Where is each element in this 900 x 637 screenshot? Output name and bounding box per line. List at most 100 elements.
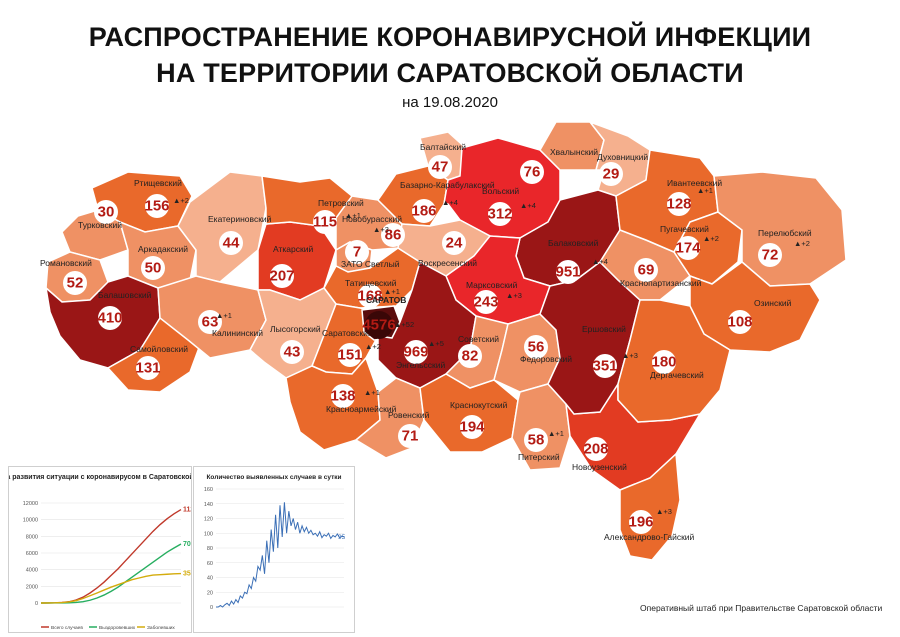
chart1-series-line	[40, 572, 182, 604]
chart2-y-tick: 0	[210, 605, 213, 611]
count-marker-khvalynsky	[520, 160, 544, 184]
district-perelyubsky	[713, 171, 847, 287]
name-balashovsky: Балашовский	[98, 290, 152, 300]
count-marker-zato	[345, 240, 369, 264]
count-krasnokutsky: 194	[459, 419, 485, 436]
count-marker-dukhovnitsky	[599, 162, 623, 186]
delta-pugachevsky: ▲+2	[703, 234, 719, 243]
chart1-y-tick: 4000	[26, 568, 38, 574]
name-ivanteevsky: Ивантеевский	[667, 178, 722, 188]
chart1-end-label: 11211	[183, 507, 191, 514]
delta-saratovsky: ▲+2	[365, 342, 381, 351]
count-ozinsky: 108	[727, 314, 752, 331]
name-piterskiy: Питерский	[518, 452, 560, 462]
name-bazarno: Базарно-Карабулакский	[400, 180, 495, 190]
count-marker-baltaysky	[428, 155, 452, 179]
count-petrovsky: 115	[313, 214, 337, 231]
delta-ershovsky: ▲+3	[622, 351, 638, 360]
count-balashovsky: 410	[97, 310, 122, 327]
delta-petrovsky: ▲+1	[345, 211, 361, 220]
chart2-series-line	[216, 502, 345, 608]
count-marker-novoburassky	[381, 223, 405, 247]
delta-rtishchevsky: ▲+2	[173, 196, 189, 205]
count-marker-rtishchevsky	[145, 194, 169, 218]
name-marksovsky: Марксовский	[466, 280, 518, 290]
delta-kalininsky: ▲+1	[216, 311, 232, 320]
count-novoburassky: 86	[385, 227, 402, 244]
name-aleksandrovo: Александрово-Гайский	[604, 532, 695, 542]
name-volsky: Вольский	[482, 186, 519, 196]
count-tatishchevsky: 168	[357, 288, 382, 305]
count-marker-tatishchevsky	[358, 284, 382, 308]
count-marker-sovetsky	[458, 344, 482, 368]
count-turkovsky: 30	[98, 204, 115, 221]
map-title-line-1: РАСПРОСТРАНЕНИЕ КОРОНАВИРУСНОЙ ИНФЕКЦИИ	[88, 22, 812, 52]
count-romanovsky: 52	[67, 275, 84, 292]
delta-krasnoarmeysky: ▲+1	[364, 388, 380, 397]
name-petrovsky: Петровский	[318, 198, 364, 208]
count-marksovsky: 243	[473, 294, 498, 311]
name-krasnoarmeysky: Красноармейский	[326, 404, 397, 414]
name-rovensky: Ровенский	[388, 410, 430, 420]
name-pugachevsky: Пугачевский	[660, 224, 709, 234]
count-perelyubsky: 72	[762, 247, 779, 264]
name-turkovsky: Турковский	[78, 220, 122, 230]
name-krasnopart: Краснопартизанский	[620, 278, 702, 288]
count-engelssky: 969	[403, 344, 428, 361]
count-saratov: 4576	[362, 317, 395, 334]
count-marker-engelssky	[404, 340, 428, 364]
count-marker-turkovsky	[94, 200, 118, 224]
count-marker-fedorovsky	[524, 335, 548, 359]
count-ershovsky: 351	[592, 358, 617, 375]
name-arkadaksky: Аркадакский	[138, 244, 188, 254]
count-marker-saratov	[365, 311, 393, 339]
count-marker-lysogorsky	[280, 340, 304, 364]
map-title-line-2: НА ТЕРРИТОРИИ САРАТОВСКОЙ ОБЛАСТИ	[156, 58, 744, 88]
count-marker-bazarno	[412, 199, 436, 223]
name-khvalynsky: Хвалынский	[550, 147, 598, 157]
chart2-y-tick: 160	[204, 487, 213, 493]
name-atkarsky: Аткарский	[273, 244, 313, 254]
chart2-y-tick: 140	[204, 502, 213, 508]
district-aleksandrovo	[619, 452, 681, 561]
count-khvalynsky: 76	[524, 164, 541, 181]
count-marker-balakovsky	[556, 260, 580, 284]
name-tatishchevsky: Татищевский	[345, 278, 397, 288]
count-marker-marksovsky	[474, 290, 498, 314]
count-marker-volsky	[488, 202, 512, 226]
count-marker-petrovsky	[313, 210, 337, 234]
chart1-y-tick: 10000	[23, 518, 38, 524]
count-marker-saratovsky	[338, 343, 362, 367]
name-ozinsky: Озинский	[754, 298, 792, 308]
name-romanovsky: Романовский	[40, 258, 92, 268]
name-novoburassky: Новобурасский	[342, 214, 402, 224]
count-zato: 7	[353, 244, 361, 261]
count-rovensky: 71	[402, 428, 419, 445]
count-balakovsky: 951	[555, 264, 580, 281]
count-marker-rovensky	[398, 424, 422, 448]
name-dukhovnitsky: Духовницкий	[597, 152, 648, 162]
name-engelssky: Энгельсский	[396, 360, 446, 370]
count-marker-voskresensky	[442, 231, 466, 255]
chart1-legend-label: Всего случаев	[51, 625, 83, 631]
chart1-y-tick: 8000	[26, 534, 38, 540]
chart2-y-tick: 40	[207, 576, 213, 582]
name-zato: ЗАТО Светлый	[341, 259, 400, 269]
delta-saratov: ▲+52	[394, 320, 414, 329]
count-atkarsky: 207	[269, 268, 294, 285]
name-saratovsky: Саратовский	[322, 328, 373, 338]
count-marker-aleksandrovo	[629, 510, 653, 534]
chart2-y-tick: 80	[207, 546, 213, 552]
name-balakovsky: Балаковский	[548, 238, 599, 248]
count-marker-krasnoarmeysky	[331, 384, 355, 408]
name-sovetsky: Советский	[458, 334, 499, 344]
count-marker-kalininsky	[198, 310, 222, 334]
chart1-y-tick: 6000	[26, 551, 38, 557]
count-marker-ekaterinovsky	[219, 231, 243, 255]
count-marker-ozinsky	[728, 310, 752, 334]
chart1-series-line	[40, 508, 182, 604]
name-samoylovsky: Самойловский	[130, 344, 188, 354]
name-novouzensky: Новоузенский	[572, 462, 627, 472]
delta-piterskiy: ▲+1	[548, 429, 564, 438]
